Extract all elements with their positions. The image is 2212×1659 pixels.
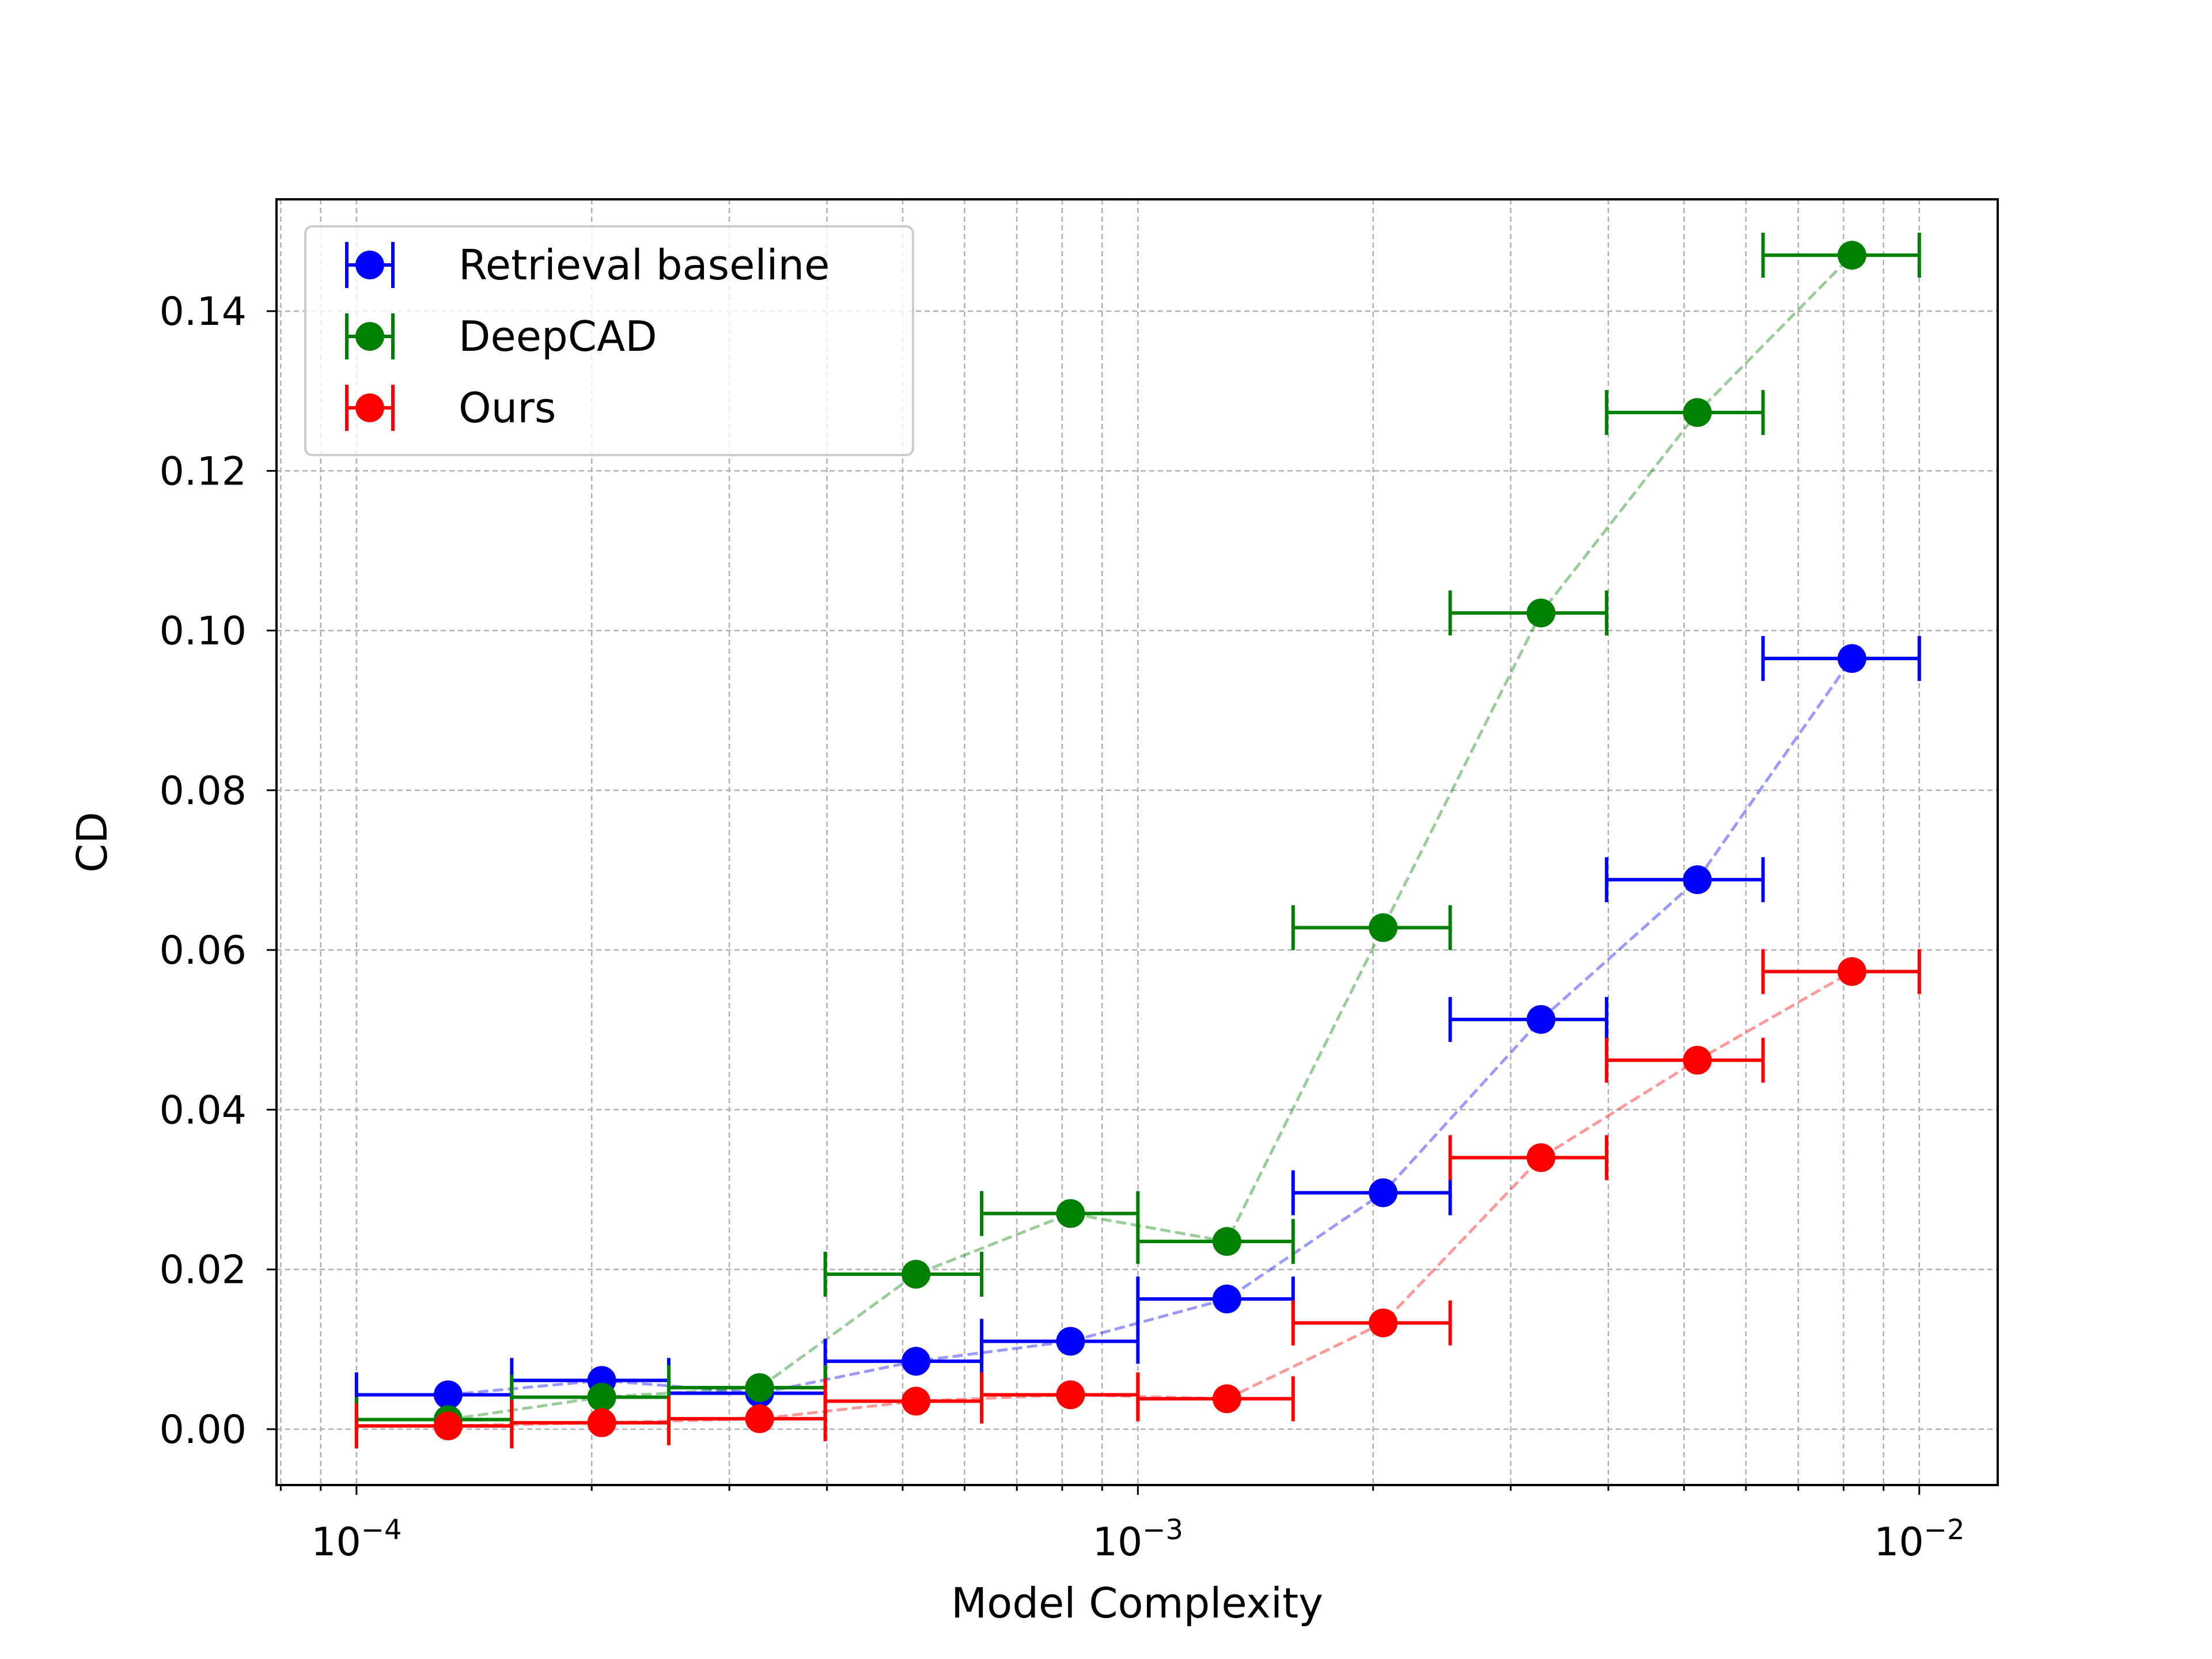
- x-tick-base: 10: [311, 1520, 361, 1565]
- ours-point: [1527, 1143, 1556, 1172]
- series-errorbars: [354, 233, 1921, 1449]
- retrieval-baseline-point: [1369, 1178, 1398, 1207]
- deepcad-point: [1527, 599, 1556, 628]
- axis-ticks: [267, 310, 1921, 1495]
- deepcad-point: [1056, 1199, 1085, 1228]
- y-tick-label: 0.14: [160, 289, 247, 335]
- legend-ours-marker: [355, 393, 384, 422]
- y-tick-label: 0.08: [160, 768, 247, 814]
- ours-point: [1837, 957, 1866, 986]
- retrieval-baseline-point: [433, 1380, 463, 1410]
- deepcad-point: [745, 1373, 774, 1402]
- legend-retrieval-baseline-marker: [355, 251, 384, 279]
- y-axis-label: CD: [68, 812, 116, 873]
- y-tick-label: 0.02: [160, 1248, 247, 1293]
- series-points: [433, 241, 1866, 1441]
- ours-point: [1369, 1308, 1398, 1338]
- y-tick-label: 0.10: [160, 609, 247, 654]
- ours-point: [433, 1411, 463, 1441]
- retrieval-baseline-point: [1837, 644, 1866, 673]
- x-tick-label: 10−2: [1874, 1514, 1964, 1565]
- legend: Retrieval baseline DeepCAD Ours: [304, 225, 914, 456]
- ours-point: [1056, 1380, 1085, 1410]
- deepcad-point: [587, 1382, 616, 1412]
- deepcad-point: [902, 1260, 931, 1289]
- ours-point: [745, 1404, 774, 1433]
- legend-retrieval-baseline-label: Retrieval baseline: [459, 241, 830, 289]
- x-tick-exponent: −3: [1142, 1514, 1183, 1546]
- retrieval-baseline-point: [902, 1347, 931, 1376]
- retrieval-baseline-point: [1683, 865, 1712, 895]
- x-tick-exponent: −2: [1924, 1514, 1965, 1546]
- ours-point: [1212, 1384, 1241, 1414]
- grid: [276, 199, 1998, 1485]
- x-tick-base: 10: [1874, 1520, 1924, 1565]
- y-tick-label: 0.00: [160, 1407, 247, 1453]
- retrieval-baseline-point: [1212, 1284, 1241, 1313]
- x-tick-label: 10−4: [311, 1514, 402, 1565]
- ours-point: [1683, 1046, 1712, 1075]
- deepcad-point: [1212, 1227, 1241, 1256]
- retrieval-baseline-point: [1056, 1327, 1085, 1356]
- x-tick-base: 10: [1093, 1520, 1143, 1565]
- y-tick-label: 0.06: [160, 928, 247, 974]
- retrieval-baseline-point: [1527, 1005, 1556, 1034]
- ours-point: [587, 1408, 616, 1437]
- axis-tick-labels: 10−4 10−3 10−20.000.020.040.060.080.100.12…: [160, 289, 1965, 1565]
- deepcad-point: [1837, 241, 1866, 270]
- deepcad-point: [1683, 398, 1712, 427]
- ours-trend-line: [448, 970, 1853, 1427]
- ours-point: [902, 1387, 931, 1416]
- x-tick-exponent: −4: [361, 1514, 402, 1546]
- y-tick-label: 0.12: [160, 449, 247, 494]
- legend-deepcad-label: DeepCAD: [459, 312, 657, 361]
- x-axis-label: Model Complexity: [951, 1579, 1323, 1627]
- x-tick-label: 10−3: [1093, 1514, 1183, 1565]
- legend-box: [304, 225, 914, 456]
- deepcad-point: [1369, 913, 1398, 942]
- y-tick-label: 0.04: [160, 1088, 247, 1133]
- legend-ours-label: Ours: [459, 384, 556, 432]
- legend-deepcad-marker: [355, 322, 384, 351]
